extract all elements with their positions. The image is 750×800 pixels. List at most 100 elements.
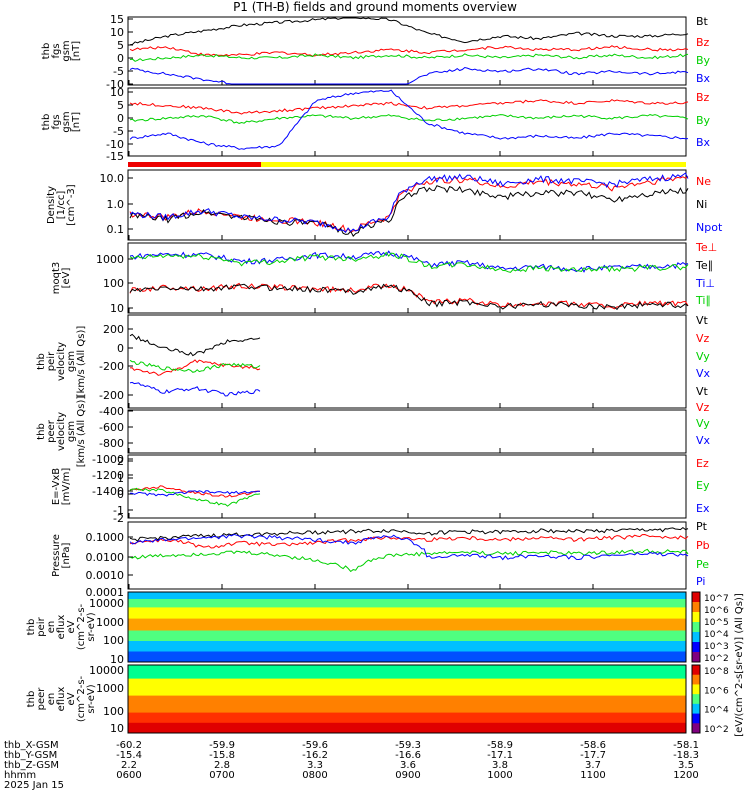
heatmap-band — [128, 695, 686, 714]
xaxis-tick-label: -60.2 — [116, 740, 142, 751]
colorbar-frame — [691, 591, 701, 663]
y-tick-label: 10 — [110, 653, 124, 666]
ylabel: fgs — [51, 43, 62, 58]
xaxis-tick-label: -17.7 — [580, 750, 606, 761]
xaxis-tick-label: -17.1 — [487, 750, 513, 761]
legend-label: Te∥ — [695, 259, 713, 272]
ylabel: moqt3 — [51, 262, 62, 295]
xaxis-tick-label: -59.9 — [209, 740, 235, 751]
colorbar-segment — [692, 612, 700, 623]
chart-title: P1 (TH-B) fields and ground moments over… — [233, 0, 517, 14]
ylabel: eflux — [56, 615, 67, 640]
xaxis-tick-label: 2.8 — [214, 760, 230, 771]
series-line — [129, 381, 261, 397]
ylabel: thb — [26, 691, 37, 708]
ylabel: (cm^2-s- — [76, 603, 87, 650]
xaxis-tick-label: -58.1 — [673, 740, 699, 751]
series-line — [129, 359, 261, 376]
y-tick-label: -200 — [99, 389, 124, 402]
colorbar-tick-label: 10^4 — [704, 706, 729, 716]
legend-label: Npot — [696, 221, 723, 234]
ylabel: thb — [41, 114, 52, 131]
y-tick-label: 0.0010 — [86, 569, 125, 582]
ylabel: thb — [41, 43, 52, 60]
ylabel: eV — [66, 692, 77, 705]
xaxis-row-name: thb_Y-GSM — [4, 750, 57, 761]
colorbar-tick-label: 10^8 — [704, 667, 729, 677]
legend-label: Bt — [696, 15, 709, 28]
y-tick-label: -200 — [99, 360, 124, 373]
colorbar-tick-label: 10^2 — [704, 654, 729, 664]
mode-bar-slow — [128, 162, 261, 167]
xaxis-date: 2025 Jan 15 — [4, 780, 64, 791]
ylabel: [eV] — [61, 268, 72, 289]
legend-label: Pt — [696, 520, 708, 533]
xaxis-tick-label: 1100 — [580, 770, 605, 781]
colorbar-tick-label: 10^6 — [704, 686, 729, 696]
y-tick-label: 0.0100 — [86, 551, 125, 564]
legend-label: Vt — [696, 314, 709, 327]
legend-label: Pe — [696, 558, 709, 571]
y-tick-label: 10 — [110, 86, 124, 99]
y-tick-label: -5 — [113, 125, 124, 138]
y-tick-label: -800 — [99, 437, 124, 450]
colorbar-tick-label: 10^4 — [704, 630, 729, 640]
heatmap-band — [128, 722, 686, 734]
series-line — [129, 533, 689, 549]
series-line — [129, 175, 689, 233]
series-line — [129, 533, 689, 561]
panel-frame — [127, 409, 687, 454]
series-line — [129, 114, 689, 124]
series-line — [129, 98, 689, 115]
panel-frame — [127, 314, 687, 409]
y-tick-label: 0 — [117, 342, 124, 355]
y-tick-label: 100 — [103, 634, 124, 647]
y-tick-label: 0.1 — [107, 223, 125, 236]
xaxis-tick-label: 0700 — [209, 770, 234, 781]
panel-frame — [127, 591, 687, 663]
legend-label: Vy — [696, 417, 710, 430]
colorbar-segment — [692, 694, 700, 705]
ylabel: en — [46, 621, 57, 634]
ylabel: [1/cc] — [56, 191, 67, 220]
y-tick-label: 1000 — [96, 253, 124, 266]
series-line — [129, 89, 689, 150]
panel-frame — [127, 454, 687, 519]
legend-label: Vt — [696, 385, 709, 398]
ylabel: gsm — [61, 40, 72, 61]
ylabel: [km/s (All Qs)] — [76, 396, 87, 468]
y-tick-label: 5 — [117, 99, 124, 112]
xaxis-tick-label: -59.3 — [395, 740, 421, 751]
xaxis-tick-label: 3.8 — [492, 760, 508, 771]
xaxis-tick-label: 1200 — [673, 770, 698, 781]
legend-label: Pb — [696, 539, 710, 552]
xaxis-row-name: hhmm — [4, 770, 36, 781]
heatmap-band — [128, 592, 686, 600]
y-tick-label: -2 — [113, 512, 124, 525]
xaxis-tick-label: -15.4 — [116, 750, 142, 761]
colorbar-segment — [692, 713, 700, 724]
ylabel: gsm — [66, 351, 77, 372]
ylabel: Density — [46, 186, 57, 224]
colorbar-tick-label: 10^3 — [704, 642, 729, 652]
ylabel: [nT] — [71, 112, 82, 132]
ylabel: [nT] — [71, 41, 82, 61]
y-tick-label: -1200 — [92, 469, 124, 482]
y-tick-label: 0.1000 — [86, 531, 125, 544]
xaxis-tick-label: 0600 — [116, 770, 141, 781]
legend-label: Vx — [696, 367, 711, 380]
series-line — [129, 45, 689, 57]
y-tick-label: 1 — [117, 472, 124, 485]
ylabel: peir — [46, 351, 57, 371]
colorbar-segment — [692, 602, 700, 613]
y-tick-label: -1400 — [92, 485, 124, 498]
ylabel: [nPa] — [61, 542, 72, 568]
colorbar-segment — [692, 632, 700, 643]
colorbar-segment — [692, 642, 700, 653]
y-tick-label: -10 — [106, 78, 124, 91]
series-line — [129, 282, 689, 310]
colorbar-segment — [692, 703, 700, 715]
mode-bar-fast — [261, 162, 686, 167]
heatmap-band — [128, 607, 686, 620]
legend-label: Vy — [696, 350, 710, 363]
